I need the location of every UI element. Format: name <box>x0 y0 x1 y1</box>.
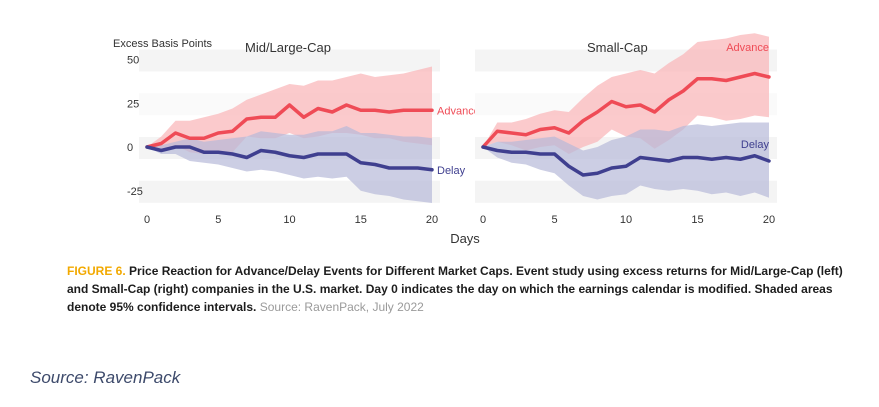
panel-0: Mid/Large-Cap 50 25 0 -25 0 5 10 15 20 Advance Dela… <box>127 40 480 226</box>
x-tick-label: 20 <box>426 214 438 226</box>
source-note: Source: RavenPack <box>30 368 181 387</box>
caption-text: Price Reaction for Advance/Delay Events … <box>67 264 843 314</box>
panel-title: Mid/Large-Cap <box>245 40 331 55</box>
chart: Excess Basis Points Days Mid/Large-Cap50… <box>113 33 777 246</box>
series-line-advance <box>481 71 771 149</box>
series-line-delay <box>481 145 771 177</box>
x-tick-label: 15 <box>355 214 367 226</box>
ci-band-delay <box>483 122 769 200</box>
x-tick-label: 5 <box>215 214 221 226</box>
ci-band-advance <box>483 33 769 154</box>
series-line-advance <box>145 103 434 149</box>
panel-1: Small-Cap 0 5 10 15 20 Advance Delay <box>475 33 777 226</box>
figure-caption: FIGURE 6. Price Reaction for Advance/Del… <box>67 262 857 316</box>
x-axis-label: Days <box>450 231 480 246</box>
series-label-advance: Advance <box>726 42 769 54</box>
series-label-delay: Delay <box>437 165 466 177</box>
panel-title: Small-Cap <box>587 40 648 55</box>
x-tick-label: 10 <box>620 214 632 226</box>
x-tick-label: 5 <box>551 214 557 226</box>
grid-band <box>139 49 440 72</box>
series-label-advance: Advance <box>437 105 480 117</box>
x-tick-label: 10 <box>283 214 295 226</box>
x-tick-label: 15 <box>691 214 703 226</box>
y-axis-label: Excess Basis Points <box>113 38 213 50</box>
caption-source: Source: RavenPack, July 2022 <box>256 300 424 314</box>
x-tick-label: 0 <box>480 214 486 226</box>
x-tick-label: 20 <box>763 214 775 226</box>
figure-card: Excess Basis Points Days Mid/Large-Cap 50… <box>15 0 865 340</box>
y-tick-label: 25 <box>127 98 139 110</box>
y-tick-label: 0 <box>127 142 133 154</box>
series-line-delay <box>145 145 434 172</box>
figure-label: FIGURE 6. <box>67 264 126 278</box>
x-tick-label: 0 <box>144 214 150 226</box>
y-tick-label: -25 <box>127 186 143 198</box>
series-label-delay: Delay <box>741 139 770 151</box>
ci-band-delay <box>147 126 432 203</box>
y-tick-label: 50 <box>127 55 139 67</box>
